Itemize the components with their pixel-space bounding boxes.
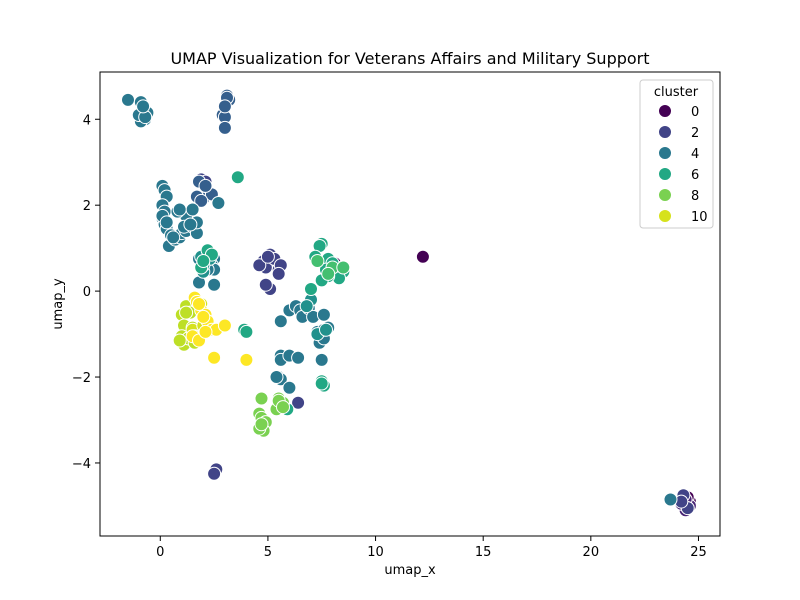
data-point: [258, 277, 273, 292]
data-point: [663, 492, 678, 507]
y-tick-label: −4: [72, 457, 91, 472]
legend: cluster 0 2 4 6 8 10: [639, 79, 714, 229]
data-point: [239, 324, 254, 339]
data-point: [121, 92, 135, 107]
data-point: [136, 99, 151, 114]
y-tick-label: 4: [83, 113, 91, 128]
x-tick-label: 15: [475, 545, 492, 560]
data-point: [254, 417, 269, 432]
data-point: [310, 254, 325, 268]
data-point: [207, 466, 222, 481]
data-point: [207, 277, 222, 292]
legend-marker: [658, 125, 672, 139]
x-tick-label: 20: [583, 545, 600, 560]
legend-entries: 0 2 4 6 8 10: [658, 104, 708, 225]
data-point: [254, 391, 269, 406]
legend-label: 6: [691, 168, 699, 183]
data-point: [314, 376, 329, 391]
legend-label: 8: [691, 189, 699, 204]
data-point: [276, 400, 290, 415]
data-point: [321, 266, 336, 281]
legend-label: 10: [691, 210, 708, 225]
legend-label: 0: [691, 105, 699, 120]
data-point: [198, 324, 213, 339]
y-tick-label: 2: [83, 199, 91, 214]
data-point: [207, 350, 222, 365]
legend-label: 2: [691, 126, 699, 141]
legend-marker: [658, 146, 672, 160]
data-point: [273, 314, 288, 329]
data-point: [217, 318, 232, 333]
legend-frame: [639, 79, 714, 229]
legend-marker: [658, 188, 672, 202]
legend-marker: [658, 209, 672, 223]
data-point: [159, 215, 174, 230]
data-point: [192, 297, 206, 311]
chart-title: UMAP Visualization for Veterans Affairs …: [170, 49, 649, 68]
data-point: [172, 202, 187, 217]
legend-title: cluster: [654, 85, 699, 100]
data-point: [304, 282, 318, 296]
data-point: [166, 230, 181, 245]
data-point: [198, 178, 213, 193]
x-tick-label: 0: [156, 545, 164, 560]
data-point: [291, 395, 306, 410]
data-point: [217, 99, 232, 114]
x-axis-label: umap_x: [384, 563, 436, 578]
data-point: [183, 217, 198, 232]
y-tick-label: −2: [72, 371, 91, 386]
y-tick-label: 0: [83, 285, 91, 300]
legend-marker: [658, 104, 672, 118]
y-axis-ticks: −4 −2 0 2 4: [72, 113, 100, 472]
data-point: [239, 352, 254, 367]
data-point: [291, 350, 306, 365]
data-point: [260, 249, 275, 264]
legend-label: 4: [691, 147, 699, 162]
data-point: [196, 309, 211, 324]
data-point: [319, 322, 333, 337]
x-axis-ticks: 0 5 10 15 20 25: [156, 536, 707, 560]
points-layer: [121, 88, 697, 518]
data-point: [194, 193, 209, 208]
data-point: [211, 196, 226, 210]
data-point: [172, 333, 187, 348]
legend-marker: [658, 167, 672, 181]
plot-frame: [99, 71, 721, 537]
data-point: [299, 299, 314, 314]
data-point: [217, 120, 232, 135]
data-point: [282, 380, 297, 395]
data-point: [316, 307, 331, 322]
x-tick-label: 10: [367, 545, 384, 560]
data-point: [271, 266, 286, 281]
data-point: [196, 254, 211, 268]
data-point: [179, 305, 194, 320]
y-axis-label: umap_y: [51, 278, 66, 330]
data-point: [230, 170, 245, 185]
data-point: [185, 202, 200, 217]
data-point: [314, 352, 329, 367]
data-point: [336, 260, 351, 275]
data-point: [269, 370, 284, 384]
x-tick-label: 5: [264, 545, 272, 560]
x-tick-label: 25: [690, 545, 707, 560]
data-point: [415, 249, 430, 264]
data-point: [252, 258, 267, 273]
